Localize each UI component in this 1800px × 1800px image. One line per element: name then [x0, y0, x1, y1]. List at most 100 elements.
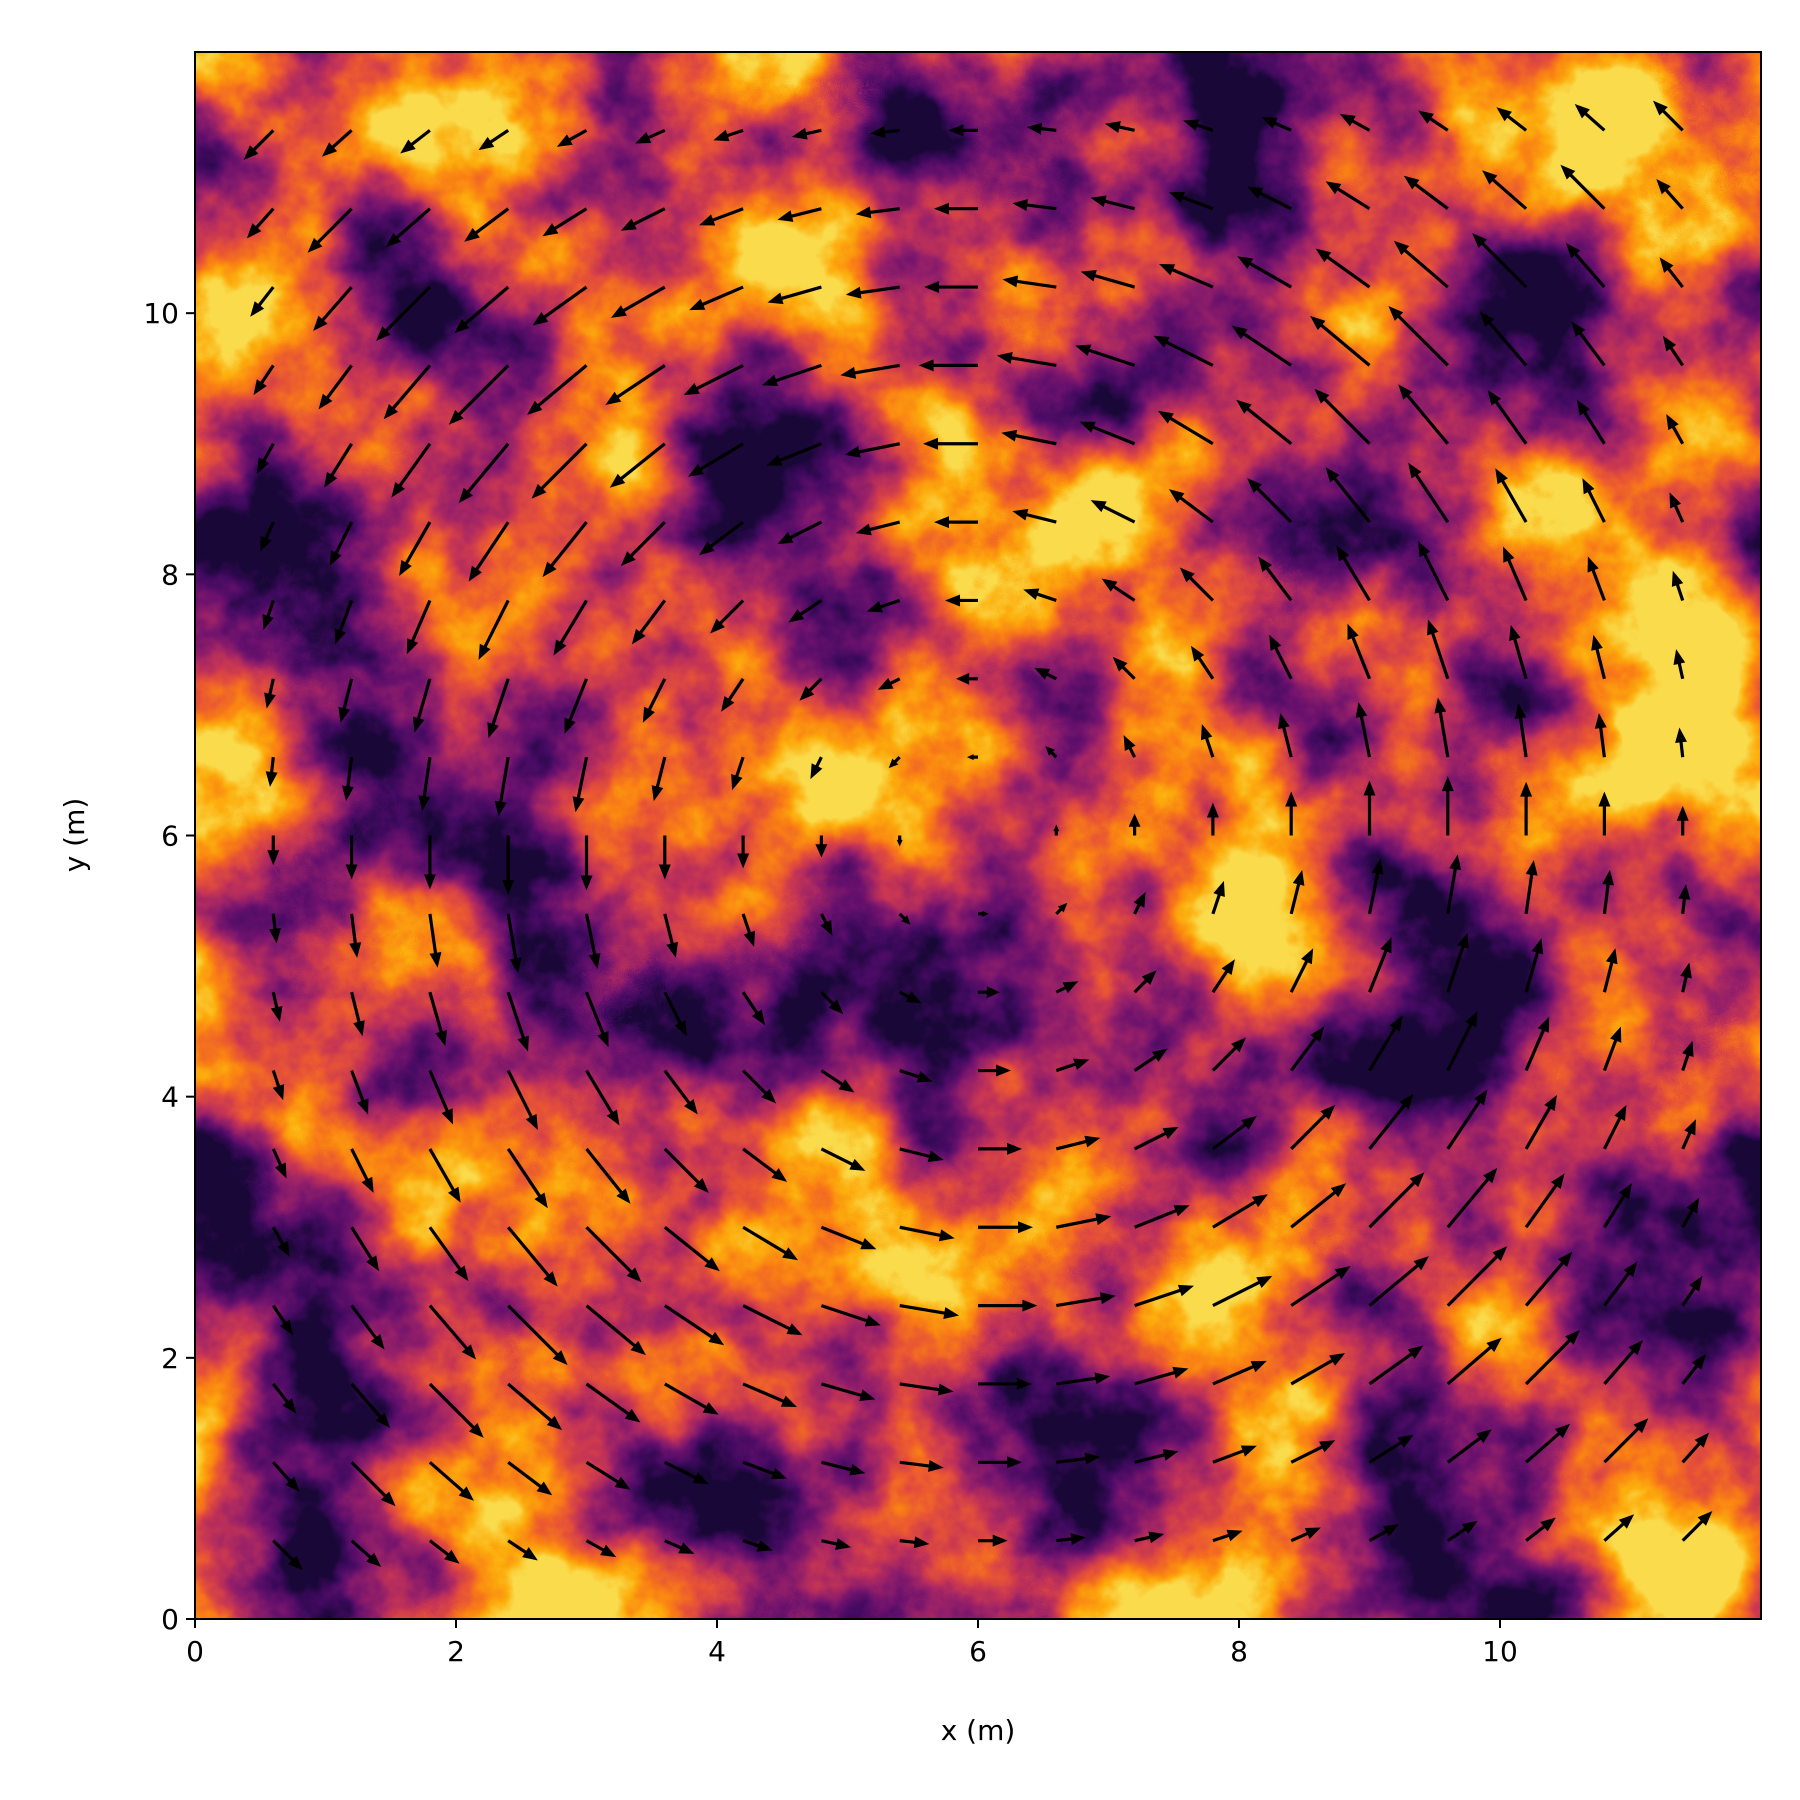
- arrow: [899, 1536, 930, 1549]
- arrow: [1134, 1205, 1190, 1229]
- arrow: [855, 520, 901, 536]
- x-tick-label: 10: [1482, 1635, 1518, 1668]
- arrow: [788, 599, 823, 623]
- arrow: [553, 599, 588, 656]
- arrow: [1179, 567, 1215, 602]
- arrow: [400, 129, 431, 154]
- y-tick-label: 4: [161, 1081, 179, 1114]
- arrow: [1603, 1339, 1643, 1385]
- arrow: [1603, 1261, 1638, 1307]
- arrow: [1367, 858, 1384, 915]
- arrow: [898, 912, 911, 925]
- arrow: [272, 1539, 303, 1571]
- arrow: [531, 442, 588, 499]
- arrow: [899, 1304, 960, 1319]
- arrow: [710, 599, 745, 634]
- arrow: [1290, 1104, 1336, 1151]
- arrow: [270, 991, 283, 1022]
- arrow: [683, 363, 744, 396]
- arrow: [713, 128, 744, 142]
- arrow: [631, 599, 667, 645]
- arrow: [1681, 1432, 1710, 1464]
- arrow: [1101, 578, 1136, 602]
- x-tick-label: 0: [186, 1635, 204, 1668]
- arrow: [742, 1460, 788, 1480]
- arrow: [1261, 117, 1292, 132]
- arrow: [1487, 389, 1528, 445]
- arrow: [899, 1147, 944, 1163]
- arrow: [1524, 1251, 1573, 1307]
- arrow: [1525, 1423, 1571, 1464]
- arrow: [383, 364, 432, 420]
- arrow: [1090, 500, 1136, 524]
- arrow: [324, 442, 353, 488]
- arrow: [1212, 1275, 1273, 1308]
- arrow: [1602, 948, 1618, 993]
- arrow: [934, 516, 978, 529]
- arrow: [1520, 781, 1533, 836]
- arrow: [866, 598, 901, 613]
- arrow: [253, 364, 275, 396]
- arrow: [507, 1539, 538, 1561]
- arrow: [264, 678, 276, 709]
- y-tick-label: 2: [161, 1342, 179, 1375]
- arrow: [350, 1382, 391, 1428]
- arrow: [1673, 649, 1686, 680]
- arrow: [1080, 270, 1136, 289]
- arrow: [1681, 1040, 1694, 1072]
- arrow: [1441, 776, 1454, 836]
- arrow: [762, 363, 822, 387]
- arrow: [1524, 1173, 1565, 1229]
- arrow: [658, 835, 671, 880]
- arrow: [742, 1304, 803, 1336]
- arrow: [313, 286, 353, 332]
- arrow: [1602, 1104, 1627, 1150]
- arrow: [1676, 805, 1689, 836]
- arrow: [1211, 1037, 1246, 1072]
- arrow: [342, 756, 354, 802]
- arrow: [663, 1304, 725, 1346]
- arrow: [896, 835, 903, 847]
- arrow: [820, 1225, 877, 1250]
- arrow: [689, 285, 744, 311]
- arrow: [1434, 697, 1450, 758]
- arrow: [1212, 1445, 1257, 1464]
- field-background: [195, 52, 1761, 1619]
- arrow: [742, 1147, 788, 1182]
- arrow: [888, 756, 901, 769]
- arrow: [741, 1069, 777, 1104]
- arrow: [1012, 508, 1057, 524]
- arrow: [423, 835, 436, 890]
- arrow: [272, 1382, 297, 1414]
- arrow: [1159, 263, 1214, 289]
- arrow: [1368, 1256, 1429, 1307]
- arrow: [1123, 735, 1137, 758]
- arrow: [428, 1539, 460, 1564]
- arrow: [934, 202, 978, 215]
- arrow: [1290, 1183, 1347, 1229]
- arrow: [428, 1148, 461, 1203]
- x-axis-label: x (m): [941, 1714, 1016, 1747]
- arrow: [1023, 588, 1057, 602]
- arrow: [978, 1534, 1008, 1547]
- arrow: [412, 678, 432, 733]
- arrow: [855, 206, 900, 219]
- arrow: [271, 1148, 287, 1179]
- arrow: [1656, 179, 1684, 210]
- arrow: [391, 442, 432, 498]
- arrow: [487, 678, 510, 739]
- arrow: [271, 1226, 290, 1257]
- arrow: [428, 991, 447, 1047]
- arrow: [1524, 1016, 1550, 1072]
- arrow: [1671, 570, 1685, 601]
- arrow: [664, 1539, 695, 1554]
- arrow: [584, 913, 601, 969]
- arrow: [1503, 546, 1528, 602]
- arrow: [699, 207, 744, 226]
- arrow: [350, 1069, 369, 1115]
- arrow: [1393, 240, 1449, 289]
- arrow: [737, 835, 750, 869]
- arrow: [978, 1299, 1038, 1312]
- arrow: [1053, 824, 1060, 836]
- arrow: [967, 754, 978, 761]
